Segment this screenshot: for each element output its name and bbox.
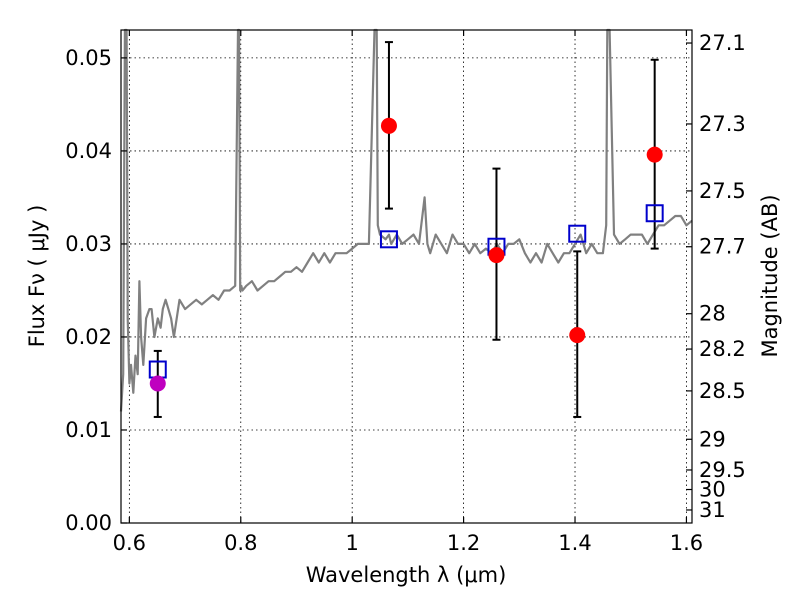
y2-tick-label: 30 — [699, 478, 726, 502]
y2-tick-label: 27.3 — [699, 112, 746, 136]
model-point — [379, 230, 398, 249]
y2-axis-label: Magnitude (AB) — [758, 194, 782, 357]
observed-point — [488, 247, 505, 264]
observed-point — [646, 146, 663, 163]
y-tick-label: 0.00 — [65, 511, 112, 535]
x-tick-label: 1.2 — [447, 531, 480, 555]
observed-point — [380, 117, 397, 134]
plot-frame — [120, 29, 693, 524]
observed-point — [569, 327, 586, 344]
observed-point — [149, 375, 166, 392]
y-tick-label: 0.04 — [65, 139, 112, 163]
y2-tick-label: 31 — [699, 498, 726, 522]
y2-tick-label: 27.5 — [699, 179, 746, 203]
y2-tick-label: 27.7 — [699, 235, 746, 259]
y2-tick-label: 28.2 — [699, 337, 746, 361]
y-axis-label: Flux Fν ( μJy ) — [25, 205, 49, 348]
x-tick-label: 1 — [345, 531, 358, 555]
x-tick-label: 0.8 — [224, 531, 257, 555]
y2-tick-label: 29.5 — [699, 458, 746, 482]
x-ticks: 0.6 0.8 1 1.2 1.4 1.6 — [113, 30, 703, 555]
spectrum-layer — [119, 28, 693, 412]
spectrum-line — [119, 28, 693, 412]
x-axis-label: Wavelength λ (μm) — [306, 563, 507, 587]
y-tick-label: 0.05 — [65, 46, 112, 70]
y2-tick-label: 28.5 — [699, 379, 746, 403]
x-tick-label: 1.6 — [670, 531, 703, 555]
y2-tick-label: 28 — [699, 302, 726, 326]
y-tick-label: 0.03 — [65, 232, 112, 256]
y2-tick-label: 29 — [699, 427, 726, 451]
y-tick-label: 0.02 — [65, 325, 112, 349]
model-point — [568, 224, 587, 243]
x-tick-label: 0.6 — [113, 531, 146, 555]
y-ticks: 0.00 0.01 0.02 0.03 0.04 0.05 — [65, 46, 127, 535]
model-point — [645, 204, 664, 223]
y2-tick-label: 27.1 — [699, 31, 746, 55]
grid-layer — [121, 30, 692, 523]
x-tick-label: 1.4 — [558, 531, 591, 555]
observed-layer — [149, 117, 663, 392]
y-tick-label: 0.01 — [65, 418, 112, 442]
